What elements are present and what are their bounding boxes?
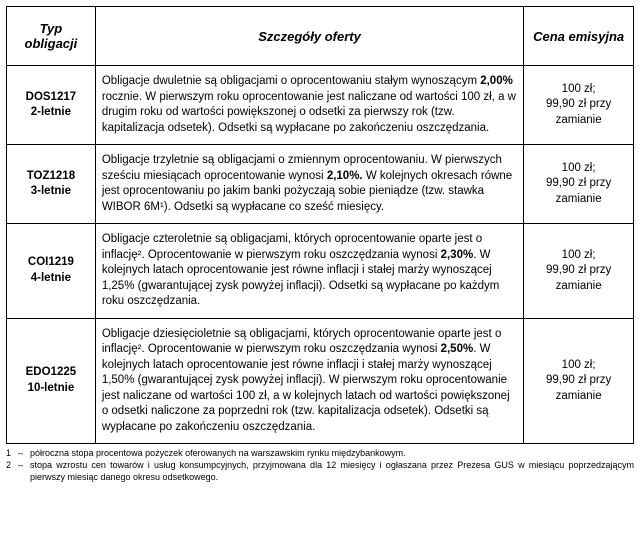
header-details: Szczegóły oferty [95,7,523,66]
price-cell: 100 zł;99,90 zł przyzamianie [524,145,634,224]
type-cell: TOZ12183-letnie [7,145,96,224]
table-row: EDO122510-letnieObligacje dziesięcioletn… [7,318,634,444]
table-row: TOZ12183-letnieObligacje trzyletnie są o… [7,145,634,224]
footnotes: 1–półroczna stopa procentowa pożyczek of… [6,448,634,483]
type-cell: DOS12172-letnie [7,66,96,145]
footnote-row: 1–półroczna stopa procentowa pożyczek of… [6,448,634,460]
header-type: Typ obligacji [7,7,96,66]
details-cell: Obligacje dwuletnie są obligacjami o opr… [95,66,523,145]
type-cell: COI12194-letnie [7,224,96,319]
details-cell: Obligacje trzyletnie są obligacjami o zm… [95,145,523,224]
footnote-row: 2–stopa wzrostu cen towarów i usług kons… [6,460,634,483]
table-row: COI12194-letnieObligacje czteroletnie są… [7,224,634,319]
table-row: DOS12172-letnieObligacje dwuletnie są ob… [7,66,634,145]
bonds-table: Typ obligacji Szczegóły oferty Cena emis… [6,6,634,444]
header-price: Cena emisyjna [524,7,634,66]
details-cell: Obligacje czteroletnie są obligacjami, k… [95,224,523,319]
price-cell: 100 zł;99,90 zł przyzamianie [524,66,634,145]
header-row: Typ obligacji Szczegóły oferty Cena emis… [7,7,634,66]
table-body: DOS12172-letnieObligacje dwuletnie są ob… [7,66,634,444]
details-cell: Obligacje dziesięcioletnie są obligacjam… [95,318,523,444]
price-cell: 100 zł;99,90 zł przyzamianie [524,224,634,319]
price-cell: 100 zł;99,90 zł przyzamianie [524,318,634,444]
type-cell: EDO122510-letnie [7,318,96,444]
